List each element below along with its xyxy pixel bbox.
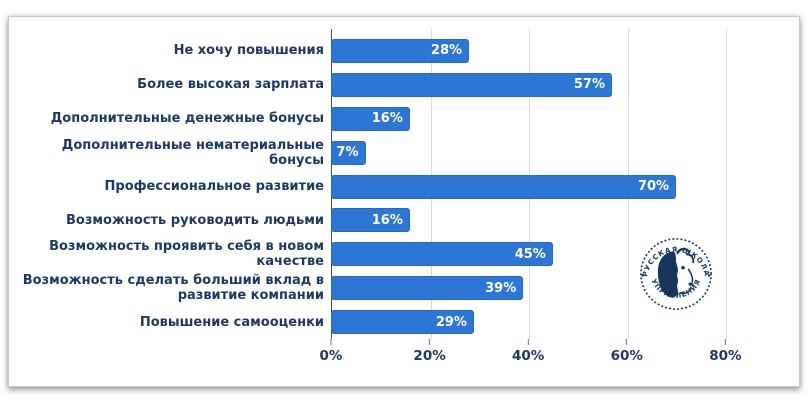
bar-row: Возможность сделать больший вклад в разв…: [9, 271, 791, 305]
bar-value-label: 70%: [637, 179, 670, 194]
tick-label: 60%: [610, 348, 643, 364]
gridline: [726, 29, 728, 339]
category-label: Не хочу повышения: [173, 43, 324, 59]
bar: 70%: [331, 174, 677, 199]
tick-label: 40%: [512, 348, 545, 364]
bar-value-label: 29%: [435, 314, 467, 330]
x-tick: 0%: [319, 339, 343, 364]
category-label: Возможность руководить людьми: [66, 212, 324, 228]
tick-label: 80%: [709, 348, 742, 364]
bar-value-label: 28%: [430, 43, 463, 59]
bar-row: Дополнительные денежные бонусы 16%: [9, 102, 791, 136]
category-label: Дополнительные нематериальные бонусы: [61, 137, 324, 168]
x-tick: 40%: [512, 339, 544, 364]
category-label: Более высокая зарплата: [137, 77, 324, 93]
x-axis: 0% 20% 40% 60% 80%: [320, 339, 789, 379]
bar-value-label: 57%: [573, 77, 605, 93]
bar-row: Возможность руководить людьми 16%: [9, 203, 791, 237]
bar-row: Возможность проявить себя в новом качест…: [9, 237, 791, 271]
tick-label: 0%: [319, 348, 343, 364]
seal-side-dots: [641, 274, 711, 277]
bar: 39%: [331, 276, 524, 301]
category-label: Возможность проявить себя в новом качест…: [49, 239, 324, 270]
bar: 45%: [331, 242, 553, 267]
category-label: Возможность сделать больший вклад в разв…: [22, 273, 324, 304]
tick-mark: [429, 339, 431, 345]
x-tick: 80%: [709, 339, 742, 364]
bear-icon: [657, 247, 695, 298]
rsu-seal-logo: РУССКАЯ ШКОЛА УПРАВЛЕНИЯ: [640, 238, 712, 310]
bar: 28%: [331, 38, 470, 63]
category-label: Дополнительные денежные бонусы: [50, 111, 324, 127]
x-tick: 20%: [413, 339, 446, 364]
bar: 7%: [331, 140, 366, 165]
tick-mark: [330, 339, 332, 345]
bar-rows: Не хочу повышения 28% Более высокая зарп…: [9, 29, 791, 339]
bar: 57%: [331, 72, 612, 97]
bar: 16%: [331, 208, 410, 233]
bar-value-label: 39%: [485, 280, 517, 296]
bar-row: Не хочу повышения 28%: [9, 34, 791, 68]
chart-card: Не хочу повышения 28% Более высокая зарп…: [8, 16, 800, 387]
bar-value-label: 16%: [371, 111, 403, 127]
category-label: Повышение самооценки: [139, 314, 324, 330]
bar-value-label: 16%: [371, 212, 403, 228]
seal-dotted-ring: [640, 238, 712, 310]
x-tick: 60%: [611, 339, 643, 364]
tick-mark: [626, 339, 628, 345]
bar-row: Более высокая зарплата 57%: [9, 68, 791, 102]
bar-row: Дополнительные нематериальные бонусы 7%: [9, 136, 791, 170]
bar-row: Профессиональное развитие 70%: [9, 170, 791, 204]
category-label: Профессиональное развитие: [104, 179, 324, 194]
bar: 29%: [331, 310, 474, 335]
tick-mark: [527, 339, 529, 345]
bar-value-label: 45%: [514, 246, 546, 262]
bar-row: Повышение самооценки 29%: [9, 305, 791, 339]
bar: 16%: [331, 106, 410, 131]
tick-mark: [724, 339, 726, 345]
bar-value-label: 7%: [336, 145, 359, 161]
tick-label: 20%: [413, 348, 446, 364]
